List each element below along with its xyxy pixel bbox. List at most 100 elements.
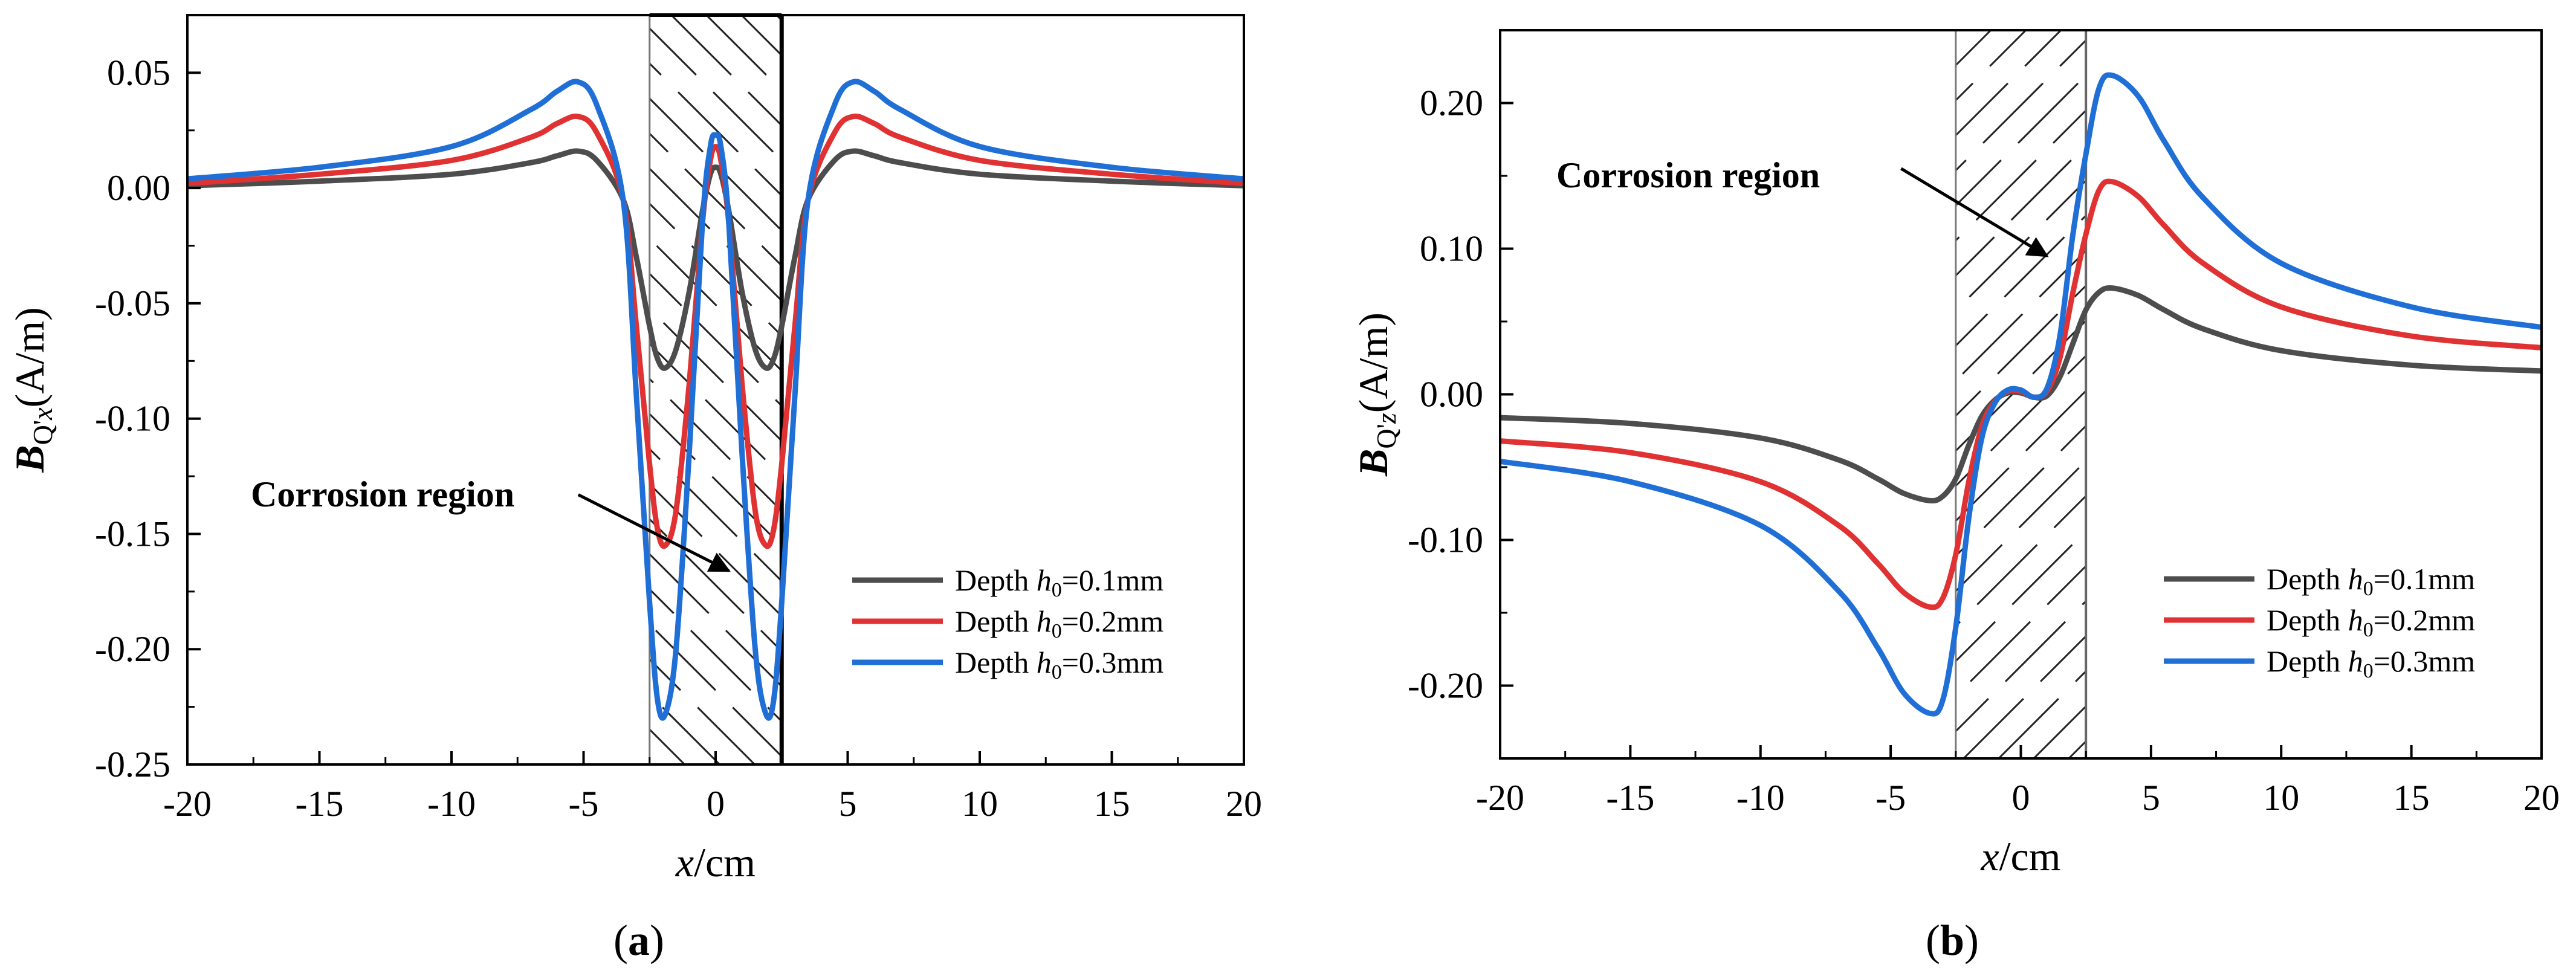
legend-label: Depth h0=0.1mm	[2267, 562, 2475, 600]
hatch-line	[1197, 15, 1947, 764]
legend-label-suffix: =0.1mm	[2374, 562, 2476, 596]
hatch-line	[1162, 15, 1912, 764]
hatch-line	[1955, 284, 2086, 418]
y-axis-label-sub: Q'	[1371, 424, 1402, 449]
x-axis-label-var: x	[675, 839, 694, 885]
y-tick-label: 0.05	[107, 53, 170, 92]
legend-label-sub: 0	[1052, 620, 1062, 642]
legend-label-var: h	[2348, 603, 2363, 637]
hatch-line	[1955, 109, 2086, 242]
y-tick-label: 0.20	[1420, 83, 1483, 123]
hatch-line	[1955, 564, 2086, 698]
y-tick-label: -0.20	[95, 629, 170, 669]
x-tick-label: -5	[1875, 778, 1906, 818]
x-tick-label: 5	[2142, 778, 2160, 818]
annotation-arrow	[1900, 167, 2049, 257]
hatch-line	[649, 97, 782, 232]
y-tick-label: -0.05	[95, 283, 170, 323]
x-axis-label-var: x	[1980, 833, 1999, 879]
hatch-line	[649, 447, 782, 583]
x-tick-label: -10	[427, 784, 476, 824]
hatch-line	[649, 62, 782, 197]
legend-label-sub: 0	[2363, 578, 2374, 600]
hatch-line	[1513, 15, 2262, 764]
hatch-line	[1232, 15, 1982, 764]
hatch-line	[1443, 15, 2192, 764]
x-tick-label: -20	[163, 784, 212, 824]
corrosion-region-hatch	[649, 15, 2262, 764]
legend-label-prefix: Depth	[2267, 603, 2348, 637]
legend-label-suffix: =0.2mm	[2374, 603, 2476, 637]
hatch-line	[1955, 30, 2027, 102]
legend-label-sub: 0	[1052, 579, 1062, 601]
panel-label-open: (	[613, 916, 628, 965]
hatch-line	[1303, 15, 2052, 764]
x-axis-label: x/cm	[675, 839, 756, 885]
panel-label-close: )	[650, 916, 664, 965]
x-axis-label-unit: /cm	[694, 839, 756, 885]
x-tick-label: 15	[1094, 784, 1130, 824]
hatch-line	[1955, 424, 2086, 558]
y-tick-label: -0.10	[95, 399, 170, 439]
y-axis-label: BQ'z(A/m)	[1350, 312, 1402, 477]
x-tick-label: 0	[707, 784, 725, 824]
hatch-line	[649, 27, 782, 162]
series-line-01mm	[1500, 285, 2542, 504]
hatch-line	[2525, 30, 2576, 758]
annotation-arrow	[577, 493, 731, 572]
x-tick-label: -10	[1736, 778, 1785, 818]
legend-label: Depth h0=0.2mm	[955, 604, 1163, 642]
hatch-line	[1955, 249, 2086, 383]
hatch-line	[2490, 30, 2576, 758]
legend-label-suffix: =0.3mm	[1062, 645, 1164, 679]
y-axis-label-symbol: B	[7, 445, 53, 473]
x-tick-label: -15	[1606, 778, 1654, 818]
legend-label-var: h	[2348, 562, 2363, 596]
hatch-line	[1478, 15, 2227, 764]
x-tick-label: 10	[962, 784, 998, 824]
legend-label: Depth h0=0.3mm	[955, 645, 1163, 684]
y-tick-label: -0.15	[95, 514, 170, 554]
x-tick-label: 10	[2263, 778, 2299, 818]
hatch-line	[649, 482, 782, 618]
series-curves	[1500, 72, 2542, 717]
legend-label-prefix: Depth	[955, 604, 1037, 638]
series-line-03mm	[1500, 72, 2542, 717]
x-tick-label: -20	[1476, 778, 1524, 818]
hatch-line	[2560, 30, 2576, 758]
y-axis-label-unit: (A/m)	[1350, 312, 1396, 413]
x-tick-label: 20	[1226, 784, 1262, 824]
series-line-02mm	[187, 113, 1244, 549]
legend-label-suffix: =0.1mm	[1062, 563, 1164, 597]
x-tick-label: 5	[839, 784, 857, 824]
x-tick-label: 20	[2523, 778, 2560, 818]
x-axis-label-unit: /cm	[1999, 833, 2061, 879]
legend-label-prefix: Depth	[2267, 562, 2348, 596]
annotation-text: Corrosion region	[251, 474, 514, 514]
y-axis-label: BQ'x(A/m)	[7, 307, 58, 473]
hatch-line	[649, 587, 782, 723]
legend-label-sub: 0	[2363, 619, 2374, 641]
x-tick-label: 0	[2012, 778, 2030, 818]
hatch-line	[1955, 144, 2086, 277]
y-axis-label-sub-var: z	[1371, 413, 1402, 424]
legend-label-prefix: Depth	[955, 645, 1037, 679]
series-curves	[187, 79, 1244, 721]
legend-label-var: h	[2348, 644, 2363, 678]
hatch-line	[1127, 15, 1877, 764]
legend-label-var: h	[1037, 645, 1052, 679]
legend-label-prefix: Depth	[955, 563, 1037, 597]
panel-label: (b)	[1926, 916, 1979, 965]
y-tick-label: -0.20	[1408, 666, 1483, 706]
legend-label-sub: 0	[1052, 661, 1062, 684]
y-tick-label: 0.00	[107, 168, 170, 208]
legend-label-suffix: =0.2mm	[1062, 604, 1164, 638]
hatch-line	[1955, 529, 2086, 663]
x-tick-label: -5	[569, 784, 599, 824]
hatch-line	[649, 377, 782, 512]
series-line-03mm	[187, 79, 1244, 721]
hatch-line	[1955, 179, 2086, 312]
